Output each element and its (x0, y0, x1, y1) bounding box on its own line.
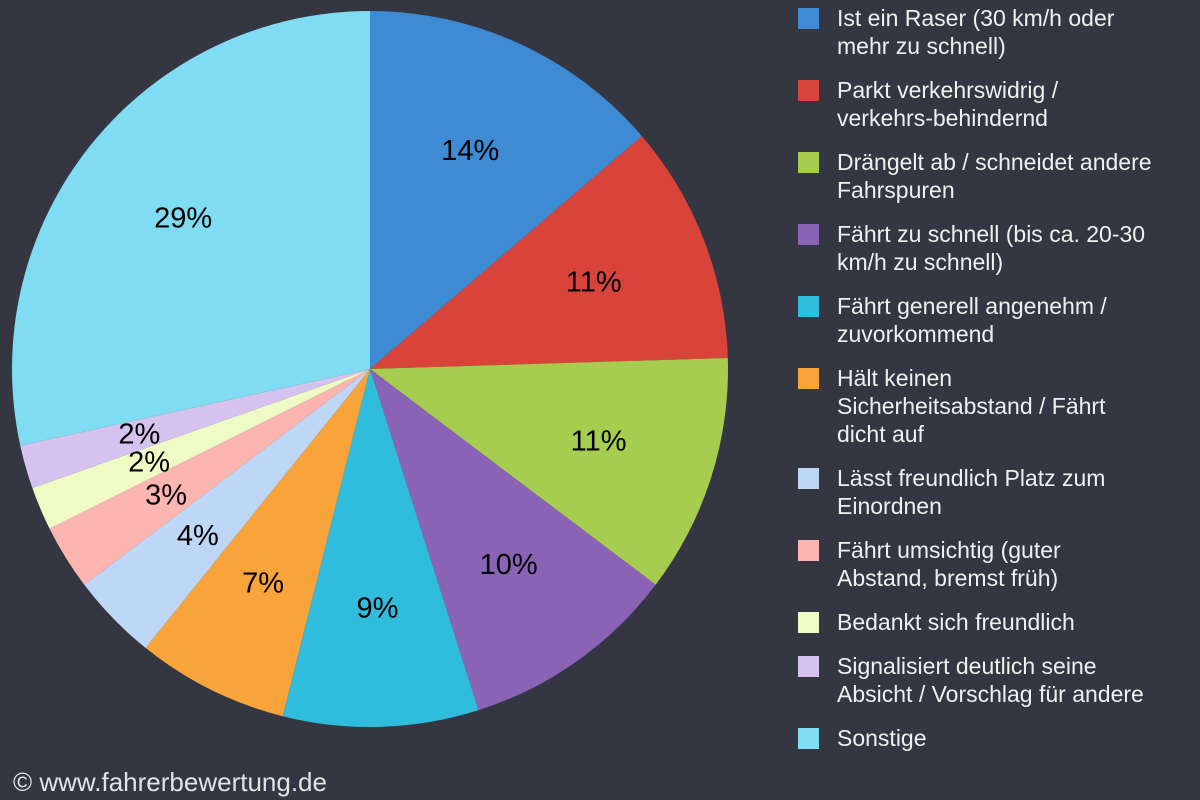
pie-slice-faehrt-zu-schnell (370, 369, 656, 711)
pie-percent-label-signalisiert: 2% (118, 419, 160, 451)
legend-swatch-signalisiert (798, 656, 819, 677)
legend: Ist ein Raser (30 km/h oder mehr zu schne… (798, 4, 1194, 752)
pie-slice-faehrt-umsichtig (49, 369, 370, 585)
legend-label-faehrt-zu-schnell: Fährt zu schnell (bis ca. 20-30 km/h zu s… (837, 221, 1146, 275)
legend-item-generell-angenehm: Fährt generell angenehm / zuvorkommend (798, 292, 1194, 348)
legend-swatch-generell-angenehm (798, 296, 819, 317)
pie-slice-kein-sicherheitsabstand (145, 369, 370, 717)
legend-label-sonstige: Sonstige (837, 725, 927, 751)
pie-slice-bedankt-sich (32, 369, 370, 529)
legend-swatch-faehrt-zu-schnell (798, 224, 819, 245)
legend-label-faehrt-umsichtig: Fährt umsichtig (guter Abstand, bremst fr… (837, 537, 1061, 591)
pie-percent-label-raser: 14% (441, 135, 499, 167)
pie-percent-label-faehrt-zu-schnell: 10% (480, 549, 538, 581)
legend-label-draengelt-ab: Drängelt ab / schneidet andere Fahrspuren (837, 149, 1152, 203)
pie-percent-label-kein-sicherheitsabstand: 7% (242, 568, 284, 600)
pie-percent-label-generell-angenehm: 9% (356, 593, 398, 625)
legend-swatch-bedankt-sich (798, 612, 819, 633)
legend-item-draengelt-ab: Drängelt ab / schneidet andere Fahrspuren (798, 148, 1194, 204)
legend-item-kein-sicherheitsabstand: Hält keinen Sicherheitsabstand / Fährt dic… (798, 364, 1194, 448)
legend-swatch-sonstige (798, 728, 819, 749)
pie-slice-signalisiert (20, 369, 370, 488)
legend-item-sonstige: Sonstige (798, 724, 1194, 752)
pie-percent-label-sonstige: 29% (154, 203, 212, 235)
legend-item-bedankt-sich: Bedankt sich freundlich (798, 608, 1194, 636)
legend-item-faehrt-umsichtig: Fährt umsichtig (guter Abstand, bremst fr… (798, 536, 1194, 592)
pie-slice-draengelt-ab (370, 357, 728, 585)
pie-slice-parkt-verkehrswidrig (370, 136, 728, 369)
legend-item-signalisiert: Signalisiert deutlich seine Absicht / Vor… (798, 652, 1194, 708)
pie-slice-laesst-platz (84, 369, 370, 648)
pie-percent-label-bedankt-sich: 2% (128, 447, 170, 479)
watermark: © www.fahrerbewertung.de (13, 767, 327, 797)
pie-percent-label-faehrt-umsichtig: 3% (145, 479, 187, 511)
legend-label-raser: Ist ein Raser (30 km/h oder mehr zu schne… (837, 5, 1115, 59)
legend-item-laesst-platz: Lässt freundlich Platz zum Einordnen (798, 464, 1194, 520)
legend-item-parkt-verkehrswidrig: Parkt verkehrswidrig / verkehrs-behindern… (798, 76, 1194, 132)
legend-swatch-kein-sicherheitsabstand (798, 368, 819, 389)
pie-slice-generell-angenehm (282, 369, 479, 728)
legend-swatch-draengelt-ab (798, 152, 819, 173)
legend-label-bedankt-sich: Bedankt sich freundlich (837, 609, 1075, 635)
legend-swatch-parkt-verkehrswidrig (798, 80, 819, 101)
pie-chart: 14%11%11%10%9%7%4%3%2%2%29% (12, 11, 728, 728)
legend-item-raser: Ist ein Raser (30 km/h oder mehr zu schne… (798, 4, 1194, 60)
pie-slice-sonstige (12, 11, 371, 446)
legend-label-laesst-platz: Lässt freundlich Platz zum Einordnen (837, 465, 1106, 519)
legend-swatch-faehrt-umsichtig (798, 540, 819, 561)
legend-label-signalisiert: Signalisiert deutlich seine Absicht / Vor… (837, 653, 1144, 707)
legend-label-parkt-verkehrswidrig: Parkt verkehrswidrig / verkehrs-behindern… (837, 77, 1059, 131)
legend-label-generell-angenehm: Fährt generell angenehm / zuvorkommend (837, 293, 1107, 347)
legend-item-faehrt-zu-schnell: Fährt zu schnell (bis ca. 20-30 km/h zu s… (798, 220, 1194, 276)
pie-slice-raser (370, 11, 642, 369)
legend-label-kein-sicherheitsabstand: Hält keinen Sicherheitsabstand / Fährt dic… (837, 365, 1106, 447)
legend-swatch-laesst-platz (798, 468, 819, 489)
pie-percent-label-draengelt-ab: 11% (571, 426, 627, 458)
pie-percent-label-parkt-verkehrswidrig: 11% (566, 266, 622, 298)
pie-percent-label-laesst-platz: 4% (177, 520, 219, 552)
legend-swatch-raser (798, 8, 819, 29)
